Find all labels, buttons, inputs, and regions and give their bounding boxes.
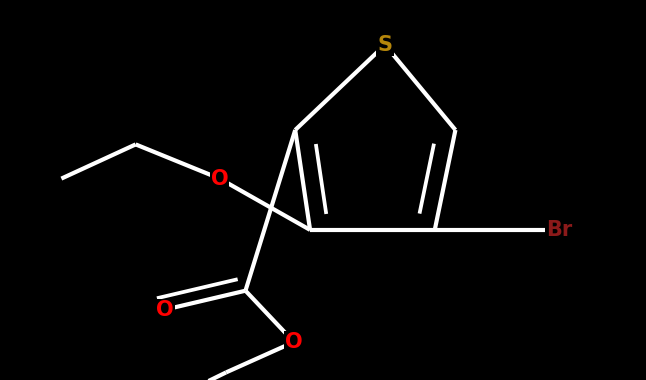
Text: S: S	[377, 35, 393, 55]
Text: O: O	[156, 300, 174, 320]
Text: Br: Br	[546, 220, 572, 240]
Text: O: O	[285, 332, 303, 352]
Text: O: O	[211, 169, 229, 188]
